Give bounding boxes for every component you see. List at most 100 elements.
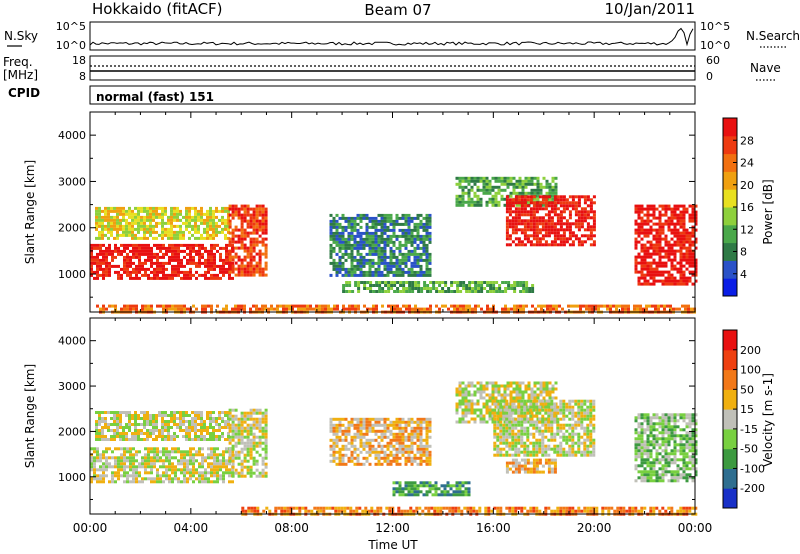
vel-cell: [158, 435, 161, 438]
power-cell: [464, 200, 468, 204]
power-cell: [159, 255, 162, 259]
power-cell: [661, 228, 665, 232]
power-cell: [335, 240, 339, 244]
power-cell: [401, 252, 405, 256]
power-cell: [132, 267, 135, 271]
vel-cell: [101, 432, 104, 435]
vel-cell: [147, 462, 150, 466]
vel-cell: [152, 438, 155, 441]
vel-cell: [234, 432, 238, 436]
power-cell: [153, 261, 156, 265]
power-cell: [521, 185, 525, 189]
vel-cell: [171, 477, 174, 481]
vel-cell: [173, 435, 176, 438]
vel-cell: [374, 462, 378, 466]
power-cell: [246, 246, 250, 250]
power-cell: [568, 237, 572, 241]
power-cell: [410, 273, 414, 277]
vel-cell: [128, 423, 131, 426]
power-cell: [649, 261, 653, 265]
power-cell: [162, 267, 165, 271]
vel-cell: [114, 456, 117, 460]
power-cell: [368, 270, 372, 274]
vel-cell: [221, 426, 224, 429]
vel-cell: [332, 417, 336, 421]
power-cell: [221, 227, 224, 231]
sky-left-tick-bottom: 10^0: [56, 39, 86, 52]
power-cell: [153, 276, 156, 280]
vel-cell: [198, 450, 201, 454]
power-cell: [135, 243, 138, 247]
power-cell: [143, 236, 146, 240]
power-cell: [128, 230, 131, 234]
power-cell: [252, 207, 256, 211]
power-cell: [453, 307, 456, 311]
power-cell: [535, 228, 539, 232]
power-cell: [134, 215, 137, 219]
vel-cell: [332, 429, 336, 433]
power-cell: [218, 209, 221, 213]
vel-cell: [240, 465, 244, 469]
power-cell: [591, 307, 594, 311]
power-colorbar-swatch: [723, 135, 737, 155]
power-cell: [140, 224, 143, 228]
vel-cell: [247, 509, 251, 513]
power-cell: [359, 252, 363, 256]
power-cell: [511, 210, 515, 214]
vel-cell: [221, 420, 224, 423]
cpid-mode: normal (fast) 151: [96, 90, 214, 104]
power-cell: [556, 213, 560, 217]
power-cell: [93, 246, 96, 250]
power-cell: [508, 222, 512, 226]
power-cell: [667, 270, 671, 274]
power-cell: [456, 307, 459, 311]
power-cell: [371, 246, 375, 250]
vel-cell: [274, 506, 278, 510]
vel-cell: [170, 414, 173, 417]
vel-cell: [392, 453, 396, 457]
power-cell: [538, 201, 542, 205]
vel-cell: [174, 477, 177, 481]
power-cell: [486, 304, 489, 308]
power-cell: [237, 270, 241, 274]
power-cell: [228, 204, 232, 208]
power-cell: [532, 201, 536, 205]
power-cell: [539, 185, 543, 189]
power-cell: [458, 200, 462, 204]
vel-cell: [116, 435, 119, 438]
vel-cell: [335, 456, 339, 460]
vel-cell: [156, 480, 159, 484]
power-cell: [147, 304, 150, 308]
power-cell: [243, 228, 247, 232]
power-cell: [300, 307, 303, 311]
power-cell: [231, 255, 235, 259]
vel-cell: [206, 438, 209, 441]
power-cell: [407, 249, 411, 253]
vel-cell: [228, 468, 231, 472]
power-cell: [523, 213, 527, 217]
vel-cell: [622, 509, 626, 513]
power-cell: [90, 273, 93, 277]
power-cell: [570, 304, 573, 308]
power-cell: [661, 279, 665, 283]
power-cell: [685, 237, 689, 241]
vel-cell: [370, 509, 374, 513]
vel-cell: [122, 426, 125, 429]
power-cell: [129, 258, 132, 262]
power-cell: [488, 200, 492, 204]
power-cell: [489, 284, 493, 287]
power-cell: [482, 185, 486, 189]
power-cell: [383, 258, 387, 262]
power-cell: [522, 307, 525, 311]
vel-cell: [356, 423, 360, 427]
power-cell: [492, 281, 496, 284]
vel-cell: [174, 465, 177, 469]
vel-cell: [168, 465, 171, 469]
power-cell: [661, 222, 665, 226]
vel-cell: [105, 456, 108, 460]
power-cell: [507, 287, 511, 290]
power-cell: [165, 246, 168, 250]
power-cell: [416, 255, 420, 259]
power-cell: [395, 261, 399, 265]
